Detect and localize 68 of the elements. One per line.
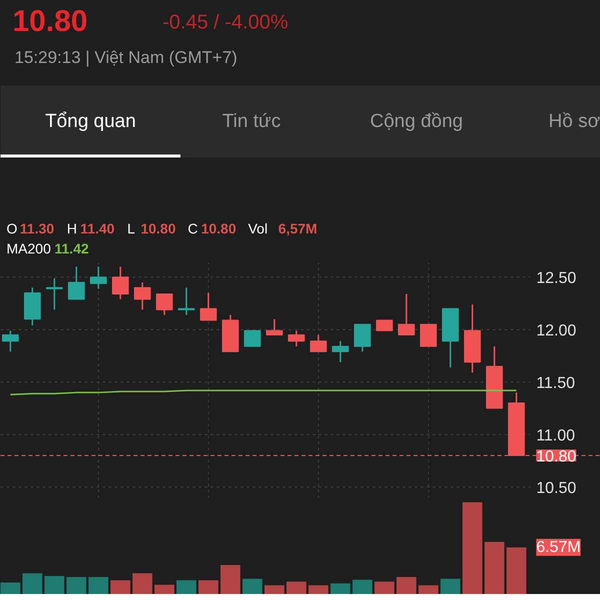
y-tick-label: 11.00 — [536, 428, 576, 445]
bar — [66, 576, 86, 594]
y-tick-label: 12.50 — [536, 270, 576, 288]
bar — [176, 580, 196, 594]
y-tick-label: 10.50 — [536, 480, 576, 497]
text: Hồ sơ — [548, 111, 600, 132]
bar — [330, 583, 350, 594]
candlestick — [68, 266, 85, 300]
bar — [44, 576, 64, 594]
text: MA200 — [6, 240, 52, 256]
candlestick — [134, 282, 151, 310]
chart-title: 10.80 — [140, 220, 176, 236]
text: Cộng đồng — [370, 111, 463, 132]
text: Tổng quan — [45, 111, 136, 132]
bar — [286, 582, 306, 594]
bar — [0, 582, 20, 594]
candlestick — [112, 266, 129, 300]
text: 10.80 — [12, 5, 88, 38]
bar — [242, 578, 262, 594]
candlestick — [376, 320, 393, 332]
bar — [308, 585, 328, 594]
text: 11.40 — [80, 220, 115, 236]
text: 6.57M — [536, 538, 581, 556]
candlestick — [398, 293, 415, 336]
bar — [484, 542, 504, 594]
bar — [440, 578, 460, 594]
text: H — [66, 220, 78, 236]
candlestick — [288, 330, 305, 348]
candlestick — [332, 340, 349, 363]
bar — [220, 564, 240, 594]
bar — [132, 573, 152, 594]
bar — [418, 585, 438, 594]
bar — [88, 576, 108, 594]
bar — [352, 580, 372, 594]
bar — [462, 502, 482, 594]
bar — [264, 585, 284, 594]
text: 11.30 — [20, 220, 54, 236]
ref-line-label: 10.80 — [536, 448, 576, 466]
text: L — [127, 220, 136, 236]
y-tick-label: 12.00 — [536, 322, 576, 340]
text: Vol — [248, 220, 268, 236]
candlestick — [178, 286, 195, 316]
text: Tin tức — [222, 111, 281, 132]
candlestick — [420, 324, 437, 347]
candlestick — [156, 293, 173, 316]
text: 15:29:13 | Việt Nam (GMT+7) — [14, 48, 238, 67]
text: O — [6, 220, 18, 236]
candlestick — [200, 292, 217, 321]
candlestick — [310, 334, 327, 352]
candlestick — [266, 318, 283, 336]
candlestick — [46, 277, 63, 310]
text: 10.80 — [201, 220, 236, 236]
candlestick — [354, 324, 371, 352]
chart-subtitle: -0.45 / -4.00% — [162, 12, 288, 34]
candlestick — [2, 330, 19, 352]
bar — [110, 580, 130, 594]
candlestick — [244, 330, 261, 347]
text: 11.42 — [54, 240, 89, 256]
bar — [22, 573, 42, 594]
text: C — [188, 220, 198, 236]
bar — [154, 584, 174, 594]
bar — [506, 547, 526, 594]
bar — [396, 576, 416, 594]
text: 6,57M — [278, 220, 318, 236]
candlestick — [90, 266, 107, 290]
bar — [198, 580, 218, 594]
y-tick-label: 11.50 — [536, 375, 576, 392]
bar — [374, 582, 394, 594]
